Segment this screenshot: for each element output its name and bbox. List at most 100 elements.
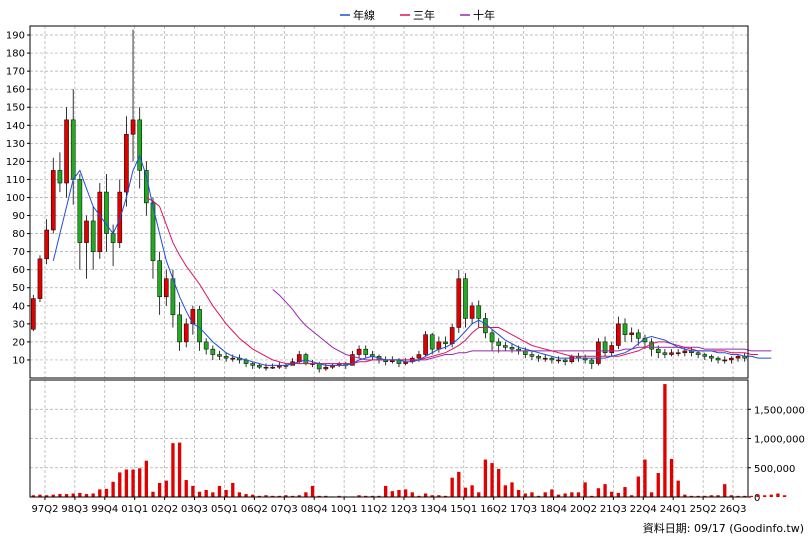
- candle-body: [649, 341, 654, 350]
- candle-body: [655, 348, 661, 353]
- volume-bar: [450, 477, 454, 497]
- price-tick-label: 190: [6, 31, 25, 42]
- volume-bar: [251, 494, 255, 497]
- volume-bar: [177, 442, 182, 497]
- x-tick-label: 03Q3: [181, 504, 208, 515]
- x-tick-label: 02Q2: [151, 504, 178, 515]
- volume-bar: [516, 489, 521, 497]
- candle-body: [609, 345, 615, 353]
- x-tick-label: 24Q1: [660, 504, 687, 515]
- volume-bar: [211, 492, 215, 497]
- volume-bar: [749, 495, 753, 497]
- candle-body: [257, 365, 262, 368]
- volume-bar: [497, 468, 501, 497]
- candlestick-series: [31, 29, 747, 373]
- volume-bar: [290, 495, 295, 497]
- volume-series: [31, 384, 787, 497]
- price-tick-label: 10: [12, 355, 25, 366]
- volume-bar: [503, 485, 508, 497]
- volume-bar: [570, 492, 574, 497]
- candle-body: [436, 341, 442, 350]
- volume-bar: [696, 495, 700, 497]
- volume-bar: [144, 460, 149, 497]
- volume-bar: [683, 494, 687, 497]
- volume-bar: [64, 494, 69, 497]
- volume-bar: [397, 489, 401, 497]
- volume-bar: [324, 495, 328, 497]
- volume-tick-label: 0: [754, 493, 760, 504]
- volume-tick-label: 1,000,000: [754, 435, 805, 446]
- data-date-footer: 資料日期: 09/17 (Goodinfo.tw): [643, 521, 804, 535]
- x-tick-label: 06Q2: [241, 504, 268, 515]
- price-tick-label: 130: [6, 139, 25, 150]
- volume-bar: [118, 472, 122, 497]
- volume-bar: [257, 495, 262, 497]
- volume-bar: [616, 492, 621, 497]
- volume-bar: [44, 495, 49, 497]
- candle-body: [496, 341, 502, 346]
- volume-bar: [157, 482, 162, 497]
- candle-body: [476, 305, 482, 319]
- candle-body: [157, 260, 162, 298]
- candle-body: [356, 348, 362, 355]
- volume-bar: [483, 459, 488, 497]
- price-tick-label: 150: [6, 103, 25, 114]
- price-tick-label: 110: [6, 175, 25, 186]
- volume-bar: [98, 489, 102, 497]
- price-plot-frame: [29, 25, 749, 379]
- volume-bar: [164, 480, 168, 497]
- legend: 年線 三年 十年: [340, 8, 495, 22]
- candle-body: [57, 170, 63, 184]
- volume-bar: [536, 495, 541, 497]
- candle-body: [177, 314, 182, 343]
- volume-bar: [304, 492, 308, 497]
- candle-body: [263, 366, 269, 369]
- candle-body: [197, 309, 202, 343]
- candle-body: [230, 357, 236, 360]
- candle-body: [183, 323, 189, 343]
- volume-bar: [410, 492, 414, 497]
- price-tick-label: 50: [12, 283, 25, 294]
- candle-body: [31, 298, 36, 330]
- volume-bar: [769, 494, 773, 497]
- volume-bar: [576, 492, 581, 497]
- volume-bar: [530, 492, 534, 497]
- volume-bar: [643, 459, 647, 497]
- price-tick-label: 60: [12, 265, 25, 276]
- x-tick-label: 05Q1: [211, 504, 238, 515]
- volume-bar: [264, 495, 268, 497]
- candle-body: [536, 356, 541, 359]
- volume-bar: [629, 495, 634, 497]
- volume-bar: [590, 495, 594, 497]
- volume-bar: [703, 495, 707, 497]
- volume-bar: [457, 471, 461, 497]
- candle-body: [629, 332, 634, 335]
- price-axis-ticks: 10 20 30 40 50 60 70 80 90 100 110 120 130 140 150 160 1…: [6, 31, 30, 366]
- candle-body: [529, 354, 535, 357]
- volume-bar: [729, 495, 734, 497]
- x-tick-label: 25Q2: [690, 504, 717, 515]
- x-tick-label: 12Q3: [390, 504, 417, 515]
- candle-body: [429, 334, 435, 350]
- candle-body: [70, 119, 76, 180]
- candle-body: [64, 119, 69, 184]
- candle-body: [635, 332, 641, 339]
- annual-ma-line: [52, 154, 772, 366]
- candle-body: [223, 356, 229, 359]
- volume-bar: [756, 494, 760, 497]
- price-tick-label: 120: [6, 157, 25, 168]
- price-tick-label: 70: [12, 247, 25, 258]
- volume-bar: [603, 484, 607, 497]
- candle-body: [210, 348, 216, 355]
- candle-body: [695, 352, 701, 355]
- candle-body: [735, 356, 741, 359]
- legend-label-1: 三年: [413, 8, 435, 22]
- candle-body: [489, 332, 495, 343]
- volume-bar: [244, 494, 248, 497]
- volume-bar: [191, 485, 195, 497]
- volume-bar: [217, 485, 222, 497]
- candle-body: [709, 356, 714, 359]
- candle-body: [549, 357, 555, 361]
